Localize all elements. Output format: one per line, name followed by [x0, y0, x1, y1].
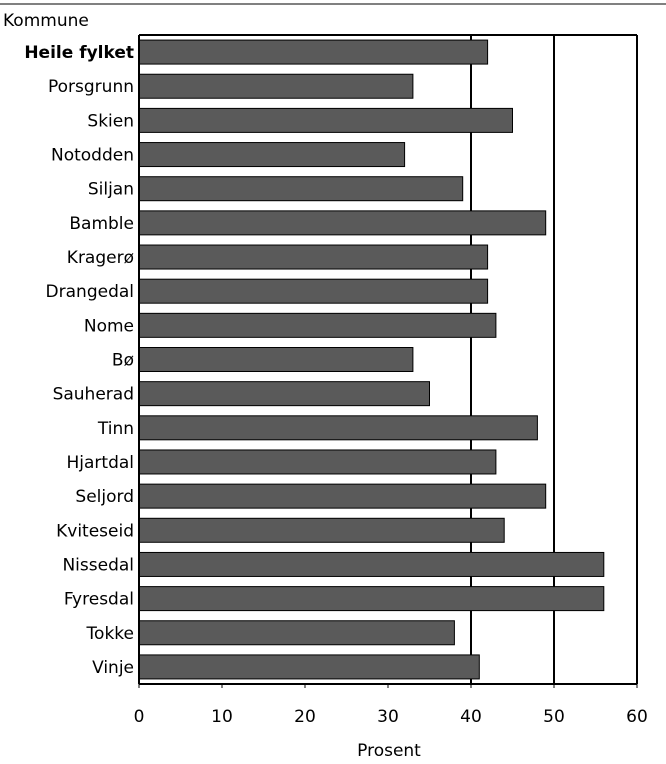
- category-label: Vinje: [92, 658, 134, 678]
- x-axis-title: Prosent: [357, 741, 421, 760]
- bar: [138, 551, 605, 577]
- category-axis-title: Kommune: [3, 11, 89, 31]
- bar: [138, 176, 464, 202]
- bar: [138, 210, 547, 236]
- x-tick-label: 40: [460, 707, 482, 727]
- bar: [138, 415, 538, 441]
- bar-layer: [138, 39, 605, 680]
- x-tick-label: 10: [211, 707, 233, 727]
- bar: [138, 312, 497, 338]
- bar: [138, 142, 406, 168]
- bar: [138, 244, 489, 270]
- category-labels: Heile fylket Porsgrunn Skien Notodden Siljan…: [24, 43, 134, 678]
- bar: [138, 517, 505, 543]
- bar: [138, 107, 513, 133]
- bar: [138, 347, 414, 372]
- x-tick-label: 50: [543, 707, 565, 727]
- category-label: Tinn: [97, 419, 134, 439]
- bar: [138, 586, 605, 612]
- category-label: Seljord: [75, 487, 134, 507]
- bar: [138, 73, 414, 99]
- x-tick-labels: 0 10 20 30 40 50 60: [134, 707, 648, 727]
- category-label: Kragerø: [67, 248, 134, 268]
- bar: [138, 278, 489, 304]
- category-label: Bø: [112, 351, 134, 371]
- bar: [138, 449, 497, 475]
- category-label: Kviteseid: [56, 521, 134, 541]
- category-label: Siljan: [88, 180, 134, 200]
- axes: [138, 34, 638, 688]
- bar: [138, 654, 480, 680]
- x-tick-label: 30: [377, 707, 399, 727]
- x-tick-label: 60: [626, 707, 648, 727]
- category-label: Nissedal: [62, 555, 134, 575]
- category-label: Notodden: [51, 146, 134, 166]
- x-tick-label: 0: [134, 707, 145, 727]
- category-label: Drangedal: [46, 282, 134, 302]
- bar: [138, 620, 455, 646]
- category-label: Fyresdal: [64, 590, 134, 610]
- bar: [138, 483, 547, 509]
- bar: [138, 381, 430, 407]
- category-label: Bamble: [69, 214, 134, 234]
- category-label: Tokke: [86, 624, 134, 644]
- category-label: Heile fylket: [24, 43, 134, 63]
- category-label: Hjartdal: [66, 453, 134, 473]
- x-tick-label: 20: [294, 707, 316, 727]
- category-label: Skien: [87, 111, 134, 131]
- category-label: Sauherad: [53, 385, 134, 405]
- bar: [138, 39, 489, 65]
- category-label: Nome: [84, 316, 134, 336]
- category-label: Porsgrunn: [48, 77, 134, 97]
